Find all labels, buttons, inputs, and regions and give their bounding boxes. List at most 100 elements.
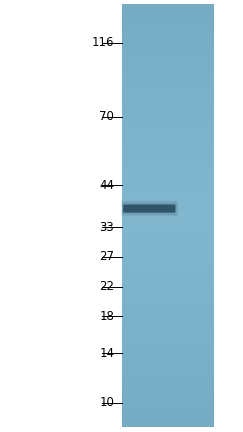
Text: 27: 27 bbox=[99, 251, 114, 264]
Bar bbox=[122, 79, 214, 81]
Bar bbox=[122, 229, 214, 231]
Bar bbox=[122, 142, 214, 144]
Bar bbox=[122, 370, 214, 372]
Bar bbox=[122, 153, 214, 155]
Bar bbox=[122, 207, 214, 209]
Bar bbox=[122, 289, 214, 290]
Bar bbox=[122, 54, 214, 55]
Bar bbox=[122, 322, 214, 324]
Bar bbox=[122, 155, 214, 157]
Bar bbox=[122, 162, 214, 164]
Bar bbox=[122, 231, 214, 233]
Bar bbox=[122, 64, 214, 65]
Bar bbox=[122, 217, 214, 219]
Bar bbox=[122, 401, 214, 403]
Bar bbox=[122, 17, 214, 19]
Bar bbox=[122, 86, 214, 88]
Bar bbox=[122, 277, 214, 279]
Bar bbox=[122, 410, 214, 411]
Bar bbox=[122, 115, 214, 118]
Bar bbox=[122, 402, 214, 404]
Bar bbox=[122, 404, 214, 406]
Bar bbox=[122, 87, 214, 89]
Bar bbox=[122, 365, 214, 366]
Bar bbox=[122, 158, 214, 159]
Bar bbox=[122, 400, 214, 401]
Bar bbox=[122, 300, 214, 302]
Bar bbox=[122, 270, 214, 272]
Bar bbox=[122, 58, 214, 60]
Bar bbox=[122, 350, 214, 352]
Bar bbox=[122, 108, 214, 110]
Bar bbox=[122, 238, 214, 240]
Bar bbox=[122, 218, 214, 220]
Bar bbox=[122, 140, 214, 141]
Bar bbox=[122, 134, 214, 136]
Bar bbox=[122, 388, 214, 390]
Bar bbox=[122, 357, 214, 359]
Bar bbox=[122, 307, 214, 308]
Bar bbox=[122, 353, 214, 355]
Bar bbox=[122, 51, 214, 53]
Bar bbox=[122, 113, 214, 114]
Bar bbox=[122, 284, 214, 286]
Bar bbox=[122, 125, 214, 127]
Bar bbox=[122, 248, 214, 250]
Bar bbox=[122, 96, 214, 98]
FancyBboxPatch shape bbox=[122, 200, 178, 216]
Text: 70: 70 bbox=[99, 110, 114, 123]
Bar bbox=[122, 221, 214, 223]
Bar bbox=[122, 25, 214, 27]
Bar bbox=[122, 49, 214, 51]
Bar bbox=[122, 159, 214, 161]
Bar bbox=[122, 11, 214, 13]
Bar bbox=[122, 378, 214, 380]
Bar bbox=[122, 324, 214, 325]
Bar bbox=[122, 356, 214, 358]
Bar bbox=[122, 394, 214, 396]
Bar bbox=[122, 179, 214, 181]
Bar bbox=[122, 10, 214, 12]
Bar bbox=[122, 102, 214, 103]
Bar bbox=[122, 273, 214, 275]
Bar bbox=[122, 339, 214, 341]
Bar bbox=[122, 269, 214, 270]
Bar bbox=[122, 27, 214, 29]
Bar bbox=[122, 90, 214, 92]
Bar bbox=[122, 325, 214, 327]
Bar bbox=[122, 170, 214, 172]
Bar bbox=[122, 42, 214, 44]
Bar bbox=[122, 257, 214, 259]
Bar bbox=[122, 213, 214, 214]
Bar bbox=[122, 272, 214, 273]
Bar bbox=[122, 408, 214, 410]
Bar bbox=[122, 44, 214, 46]
Bar bbox=[122, 141, 214, 143]
Bar bbox=[122, 194, 214, 196]
Bar bbox=[122, 204, 214, 206]
Bar bbox=[122, 291, 214, 293]
Bar bbox=[122, 149, 214, 151]
Bar bbox=[122, 276, 214, 278]
Bar bbox=[122, 48, 214, 50]
Bar bbox=[122, 186, 214, 187]
Bar bbox=[122, 80, 214, 82]
Bar bbox=[122, 180, 214, 182]
Bar bbox=[122, 103, 214, 105]
FancyBboxPatch shape bbox=[123, 204, 175, 213]
Bar bbox=[122, 368, 214, 371]
Bar bbox=[122, 367, 214, 369]
Bar bbox=[122, 151, 214, 152]
Bar bbox=[122, 130, 214, 131]
Bar bbox=[122, 148, 214, 149]
Bar bbox=[122, 19, 214, 20]
Bar bbox=[122, 267, 214, 269]
Bar bbox=[122, 176, 214, 178]
Bar bbox=[122, 55, 214, 57]
Bar bbox=[122, 107, 214, 109]
Bar bbox=[122, 21, 214, 23]
Bar bbox=[122, 14, 214, 16]
Bar bbox=[122, 98, 214, 101]
Bar bbox=[122, 312, 214, 314]
Bar bbox=[122, 412, 214, 414]
